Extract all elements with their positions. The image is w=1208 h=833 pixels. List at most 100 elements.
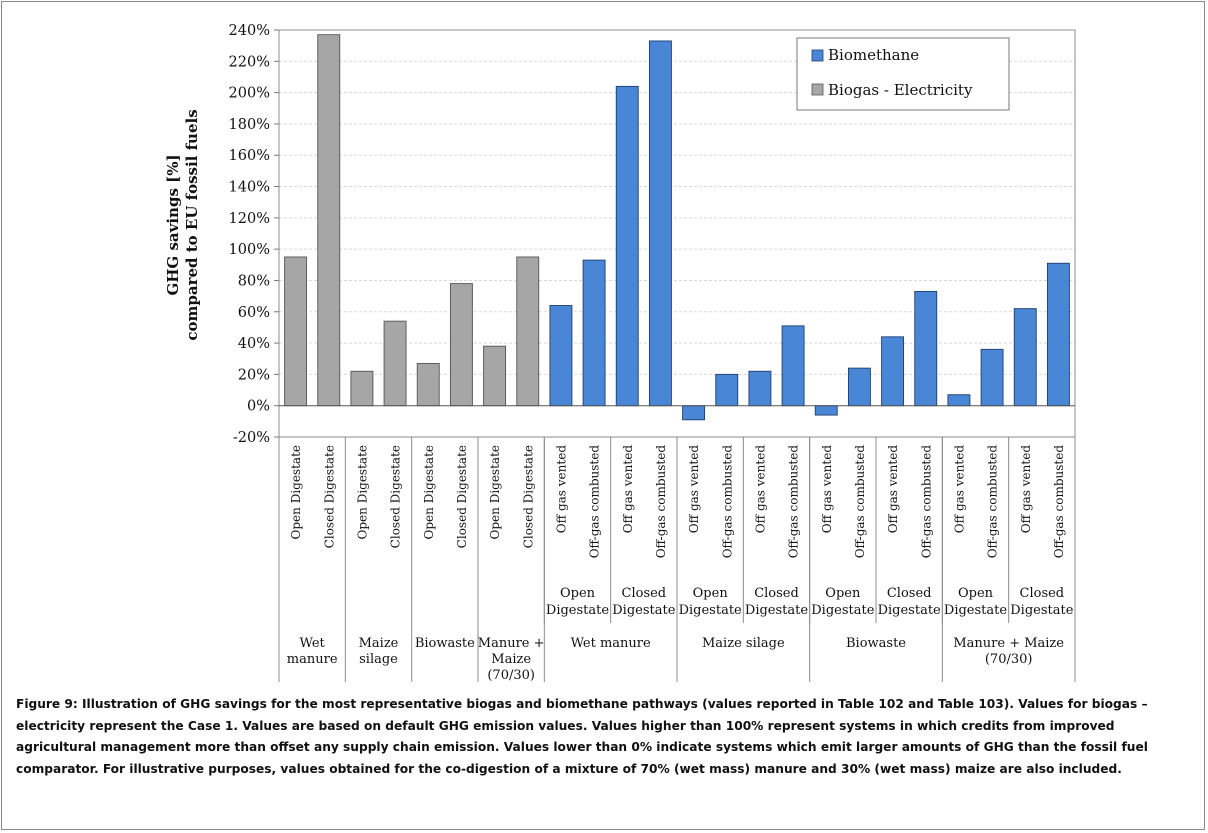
x-tick-label: Off gas vented	[687, 445, 701, 534]
x-tick-label: Off-gas combusted	[1052, 445, 1066, 559]
x-tick-label: Open Digestate	[355, 445, 369, 539]
figure-caption: Figure 9: Illustration of GHG savings fo…	[16, 697, 1148, 776]
x-tick-label: Open Digestate	[289, 445, 303, 539]
digestate-group-label: Open	[958, 586, 994, 601]
legend-label-biomethane: Biomethane	[828, 46, 919, 64]
legend-box	[796, 37, 1010, 111]
x-tick-label: Off gas vented	[554, 445, 568, 534]
digestate-group-label: Closed	[887, 586, 932, 601]
y-tick-label: 180%	[229, 117, 270, 133]
feedstock-group-label: manure	[287, 652, 338, 667]
feedstock-group-label: Wet manure	[571, 636, 651, 651]
x-tick-label: Off-gas combusted	[919, 445, 933, 559]
digestate-group-label: Digestate	[612, 603, 675, 618]
feedstock-group-label: Wet	[300, 636, 326, 651]
digestate-group-label: Digestate	[745, 603, 808, 618]
feedstock-group-label: Maize silage	[702, 636, 785, 651]
feedstock-group-label: Manure + Maize	[953, 636, 1064, 651]
digestate-group-label: Closed	[1020, 586, 1065, 601]
y-tick-label: 60%	[238, 305, 270, 321]
feedstock-group-label: silage	[359, 652, 398, 667]
bar-biomethane	[781, 325, 805, 407]
x-tick-label: Closed Digestate	[389, 445, 403, 548]
x-tick-label: Off gas vented	[621, 445, 635, 534]
bar-biogas-electricity	[449, 283, 473, 407]
bar-biogas-electricity	[317, 34, 341, 407]
x-tick-label: Off gas vented	[1019, 445, 1033, 534]
bar-biomethane	[1013, 308, 1037, 407]
y-tick-label: -20%	[233, 430, 270, 446]
legend: Biomethane Biogas - Electricity	[796, 37, 1010, 111]
x-tick-label: Off-gas combusted	[986, 445, 1000, 559]
y-tick-label: 200%	[229, 86, 270, 102]
bar-biogas-electricity	[483, 345, 507, 407]
y-tick-label: 40%	[238, 336, 270, 352]
digestate-group-label: Closed	[622, 586, 667, 601]
feedstock-group-label: Biowaste	[846, 636, 906, 651]
bar-biomethane	[947, 394, 971, 407]
x-tick-label: Off gas vented	[820, 445, 834, 534]
bar-biomethane	[615, 85, 639, 407]
digestate-group-label: Digestate	[546, 603, 609, 618]
y-axis-label-line2: compared to EU fossil fuels	[183, 109, 201, 340]
x-tick-labels: Open Digestate Closed Digestate Open Diges…	[289, 445, 1066, 559]
x-tick-label: Off gas vented	[952, 445, 966, 534]
bar-biogas-electricity	[383, 320, 407, 407]
legend-swatch-biomethane	[811, 49, 824, 62]
bar-biogas-electricity	[416, 362, 440, 407]
bar-biomethane	[549, 305, 573, 407]
x-tick-label: Off gas vented	[886, 445, 900, 534]
y-tick-label: 80%	[238, 273, 270, 289]
x-tick-label: Open Digestate	[488, 445, 502, 539]
y-tick-label: 220%	[229, 54, 270, 70]
gridlines	[279, 60, 1075, 375]
ghg-savings-chart: -20% 0% 20% 40% 60% 80% 100% 120% 140% 160% 180% 20…	[164, 23, 1076, 683]
bar-biogas-electricity	[350, 370, 374, 407]
bar-biogas-electricity	[284, 256, 308, 407]
bar-biomethane	[748, 370, 772, 407]
x-tick-label: Off-gas combusted	[654, 445, 668, 559]
digestate-group-label: Digestate	[944, 603, 1007, 618]
category-table: Open Digestate Closed Digestate Open Digestat…	[278, 437, 1076, 683]
bar-biomethane	[847, 367, 871, 407]
x-tick-label: Open Digestate	[422, 445, 436, 539]
x-tick-label: Closed Digestate	[455, 445, 469, 548]
bar-biomethane	[715, 373, 739, 407]
feedstock-group-label: Maize	[359, 636, 399, 651]
y-tick-label: 20%	[238, 367, 270, 383]
feedstock-group-label: Biowaste	[415, 636, 475, 651]
bar-biomethane	[582, 259, 606, 407]
bar-biogas-electricity	[516, 256, 540, 407]
x-tick-label: Closed Digestate	[521, 445, 535, 548]
digestate-group-label: Closed	[754, 586, 799, 601]
feedstock-group-label: Manure +	[478, 636, 545, 651]
x-tick-label: Off gas vented	[753, 445, 767, 534]
bars	[284, 34, 1070, 421]
y-axis-label-line1: GHG savings [%]	[164, 154, 182, 295]
y-tick-label: 160%	[229, 148, 270, 164]
bar-biomethane	[814, 405, 838, 416]
digestate-group-label: Open	[560, 586, 596, 601]
x-tick-label: Off-gas combusted	[787, 445, 801, 559]
bar-biomethane	[980, 348, 1004, 407]
x-tick-label: Closed Digestate	[322, 445, 336, 548]
y-tick-label: 0%	[247, 399, 270, 415]
y-tick-label: 140%	[229, 180, 270, 196]
feedstock-group-label: (70/30)	[985, 652, 1033, 667]
bar-biomethane	[881, 336, 905, 407]
digestate-group-label: Digestate	[679, 603, 742, 618]
bar-biomethane	[648, 40, 672, 407]
y-tick-label: 240%	[229, 23, 270, 39]
x-tick-label: Off-gas combusted	[588, 445, 602, 559]
digestate-group-label: Digestate	[811, 603, 874, 618]
digestate-group-label: Open	[693, 586, 729, 601]
y-tick-labels: -20% 0% 20% 40% 60% 80% 100% 120% 140% 160% 180% 20…	[229, 23, 270, 446]
digestate-group-label: Digestate	[878, 603, 941, 618]
bar-biomethane	[682, 405, 706, 421]
x-tick-label: Off-gas combusted	[720, 445, 734, 559]
y-tick-label: 120%	[229, 211, 270, 227]
digestate-group-label: Open	[825, 586, 861, 601]
legend-label-biogas-electricity: Biogas - Electricity	[828, 81, 973, 99]
legend-swatch-biogas-electricity	[811, 83, 824, 96]
